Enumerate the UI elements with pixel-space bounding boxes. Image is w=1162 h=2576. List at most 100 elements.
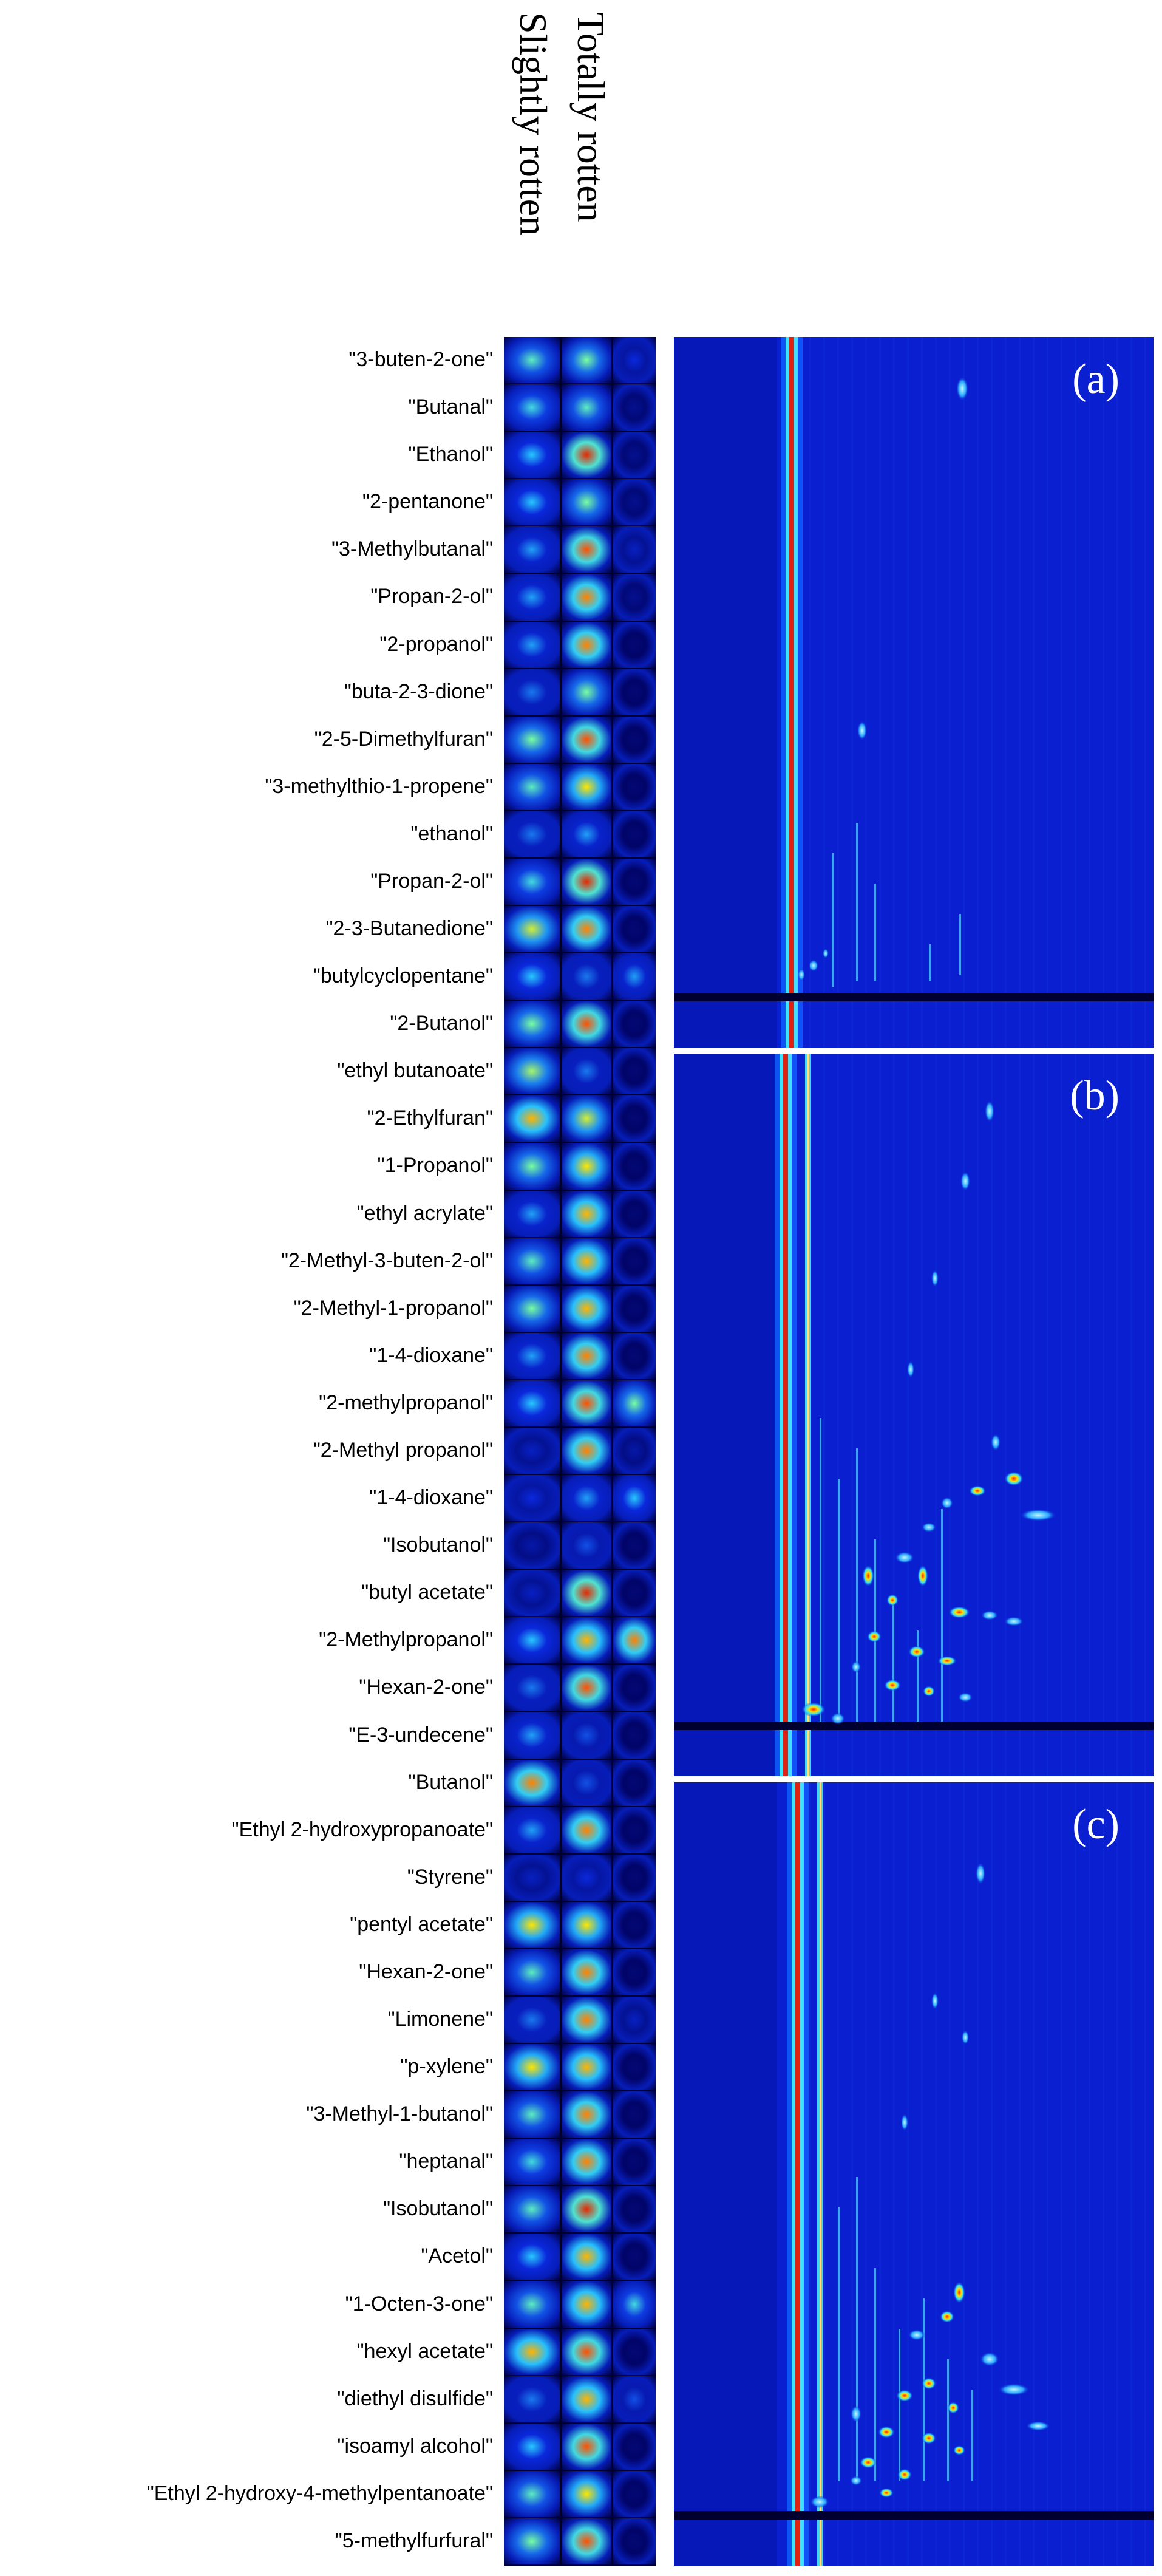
background-streak bbox=[1061, 1782, 1062, 2566]
background-streak bbox=[865, 1054, 867, 1776]
signal-spot bbox=[956, 377, 968, 401]
compound-label: "2-Methyl propanol" bbox=[313, 1439, 493, 1462]
heatmap-cell bbox=[613, 1427, 656, 1474]
heatmap-cell bbox=[613, 479, 656, 526]
drift-trace bbox=[856, 823, 858, 981]
heatmap-cell bbox=[613, 716, 656, 763]
bottom-dark-band bbox=[674, 993, 1154, 1001]
drift-trace bbox=[874, 1539, 876, 1722]
heatmap-cell bbox=[613, 1854, 656, 1901]
signal-spot bbox=[884, 1679, 901, 1691]
heatmap-cell bbox=[613, 1759, 656, 1806]
heatmap-cell bbox=[613, 2234, 656, 2280]
heatmap-cell bbox=[613, 2470, 656, 2517]
background-streak bbox=[1130, 337, 1132, 1048]
heatmap-cell bbox=[504, 716, 560, 763]
signal-spot bbox=[922, 1522, 936, 1532]
heatmap-cell bbox=[504, 2470, 560, 2517]
signal-spot bbox=[896, 2390, 913, 2402]
signal-spot bbox=[958, 1692, 973, 1702]
heatmap-cell bbox=[562, 1190, 611, 1237]
heatmap-cell bbox=[613, 1617, 656, 1664]
heatmap-cell bbox=[613, 621, 656, 668]
background-streak bbox=[921, 1054, 923, 1776]
background-streak bbox=[1005, 1782, 1007, 2566]
heatmap-cell bbox=[562, 1427, 611, 1474]
background-streak bbox=[865, 1782, 867, 2566]
heatmap-cell bbox=[613, 1001, 656, 1048]
heatmap-cell bbox=[504, 1996, 560, 2043]
heatmap-cell bbox=[504, 1901, 560, 1948]
heatmap-cell bbox=[504, 337, 560, 384]
heatmap-cell bbox=[504, 763, 560, 810]
heatmap-cell bbox=[504, 2281, 560, 2328]
compound-label: "Butanol" bbox=[408, 1770, 493, 1794]
heatmap-cell bbox=[504, 1665, 560, 1711]
heatmap-cell bbox=[504, 2044, 560, 2091]
panel-tag-b: (b) bbox=[1070, 1072, 1120, 1119]
heatmap-cell bbox=[504, 1854, 560, 1901]
heatmap-cell bbox=[504, 2518, 560, 2564]
heatmap-cell bbox=[504, 1332, 560, 1379]
compound-label: "Propan-2-ol" bbox=[370, 585, 493, 608]
left-band bbox=[674, 1054, 777, 1776]
compound-label: "buta-2-3-dione" bbox=[344, 680, 493, 703]
heatmap-cell bbox=[613, 2186, 656, 2233]
compound-label: "Butanal" bbox=[408, 395, 493, 419]
heatmap-cell bbox=[562, 763, 611, 810]
background-streak bbox=[851, 1054, 853, 1776]
heatmap-cell bbox=[613, 1332, 656, 1379]
compound-label: "Hexan-2-one" bbox=[359, 1960, 493, 1983]
drift-trace bbox=[856, 2177, 858, 2481]
heatmap-cell bbox=[504, 1807, 560, 1853]
compound-label: "ethyl acrylate" bbox=[356, 1201, 493, 1225]
background-streak bbox=[809, 337, 811, 1048]
background-streak bbox=[1144, 1782, 1146, 2566]
background-streak bbox=[907, 1782, 909, 2566]
reaction-ion-peak-line bbox=[789, 337, 794, 1048]
signal-spot bbox=[940, 2311, 954, 2323]
compound-label: "1-4-dioxane" bbox=[369, 1343, 493, 1367]
background-streak bbox=[879, 1054, 881, 1776]
heatmap-cell bbox=[504, 384, 560, 431]
heatmap-cell bbox=[504, 2328, 560, 2375]
bottom-dark-band bbox=[674, 1722, 1154, 1730]
heatmap-cell bbox=[613, 526, 656, 573]
heatmap-cell bbox=[562, 2518, 611, 2564]
drift-trace bbox=[892, 1600, 894, 1722]
background-streak bbox=[837, 337, 839, 1048]
heatmap-cell bbox=[562, 669, 611, 715]
background-streak bbox=[935, 1054, 937, 1776]
signal-spot bbox=[798, 969, 805, 981]
drift-trace bbox=[899, 2329, 900, 2481]
signal-spot bbox=[897, 2469, 912, 2481]
heatmap-cell bbox=[562, 621, 611, 668]
column-header-totally-rotten: Totally rotten bbox=[569, 12, 613, 222]
background-streak bbox=[1019, 1782, 1021, 2566]
background-streak bbox=[1005, 1054, 1007, 1776]
compound-label: "Isobutanol" bbox=[382, 2197, 493, 2221]
heatmap-cell bbox=[504, 1285, 560, 1332]
background-streak bbox=[1130, 1782, 1132, 2566]
heatmap-cell bbox=[613, 1570, 656, 1617]
signal-spot bbox=[991, 1434, 1001, 1451]
heatmap-cell bbox=[613, 2139, 656, 2186]
heatmap-cell bbox=[562, 1712, 611, 1759]
heatmap-cell bbox=[613, 1996, 656, 2043]
heatmap-cell bbox=[613, 1048, 656, 1095]
background-streak bbox=[893, 1782, 895, 2566]
background-streak bbox=[851, 1782, 853, 2566]
heatmap-cell bbox=[504, 1143, 560, 1190]
signal-spot bbox=[851, 1661, 861, 1673]
heatmap-cell bbox=[613, 811, 656, 857]
compound-label: "diethyl disulfide" bbox=[337, 2387, 493, 2410]
background-streak bbox=[1061, 1054, 1062, 1776]
signal-spot bbox=[895, 1552, 914, 1564]
signal-spot bbox=[931, 1992, 939, 2009]
background-streak bbox=[1116, 1054, 1118, 1776]
heatmap-cell bbox=[562, 1522, 611, 1569]
heatmap-cell bbox=[613, 2281, 656, 2328]
heatmap-cell bbox=[562, 1001, 611, 1048]
background-streak bbox=[1089, 1782, 1090, 2566]
drift-trace bbox=[959, 914, 961, 975]
